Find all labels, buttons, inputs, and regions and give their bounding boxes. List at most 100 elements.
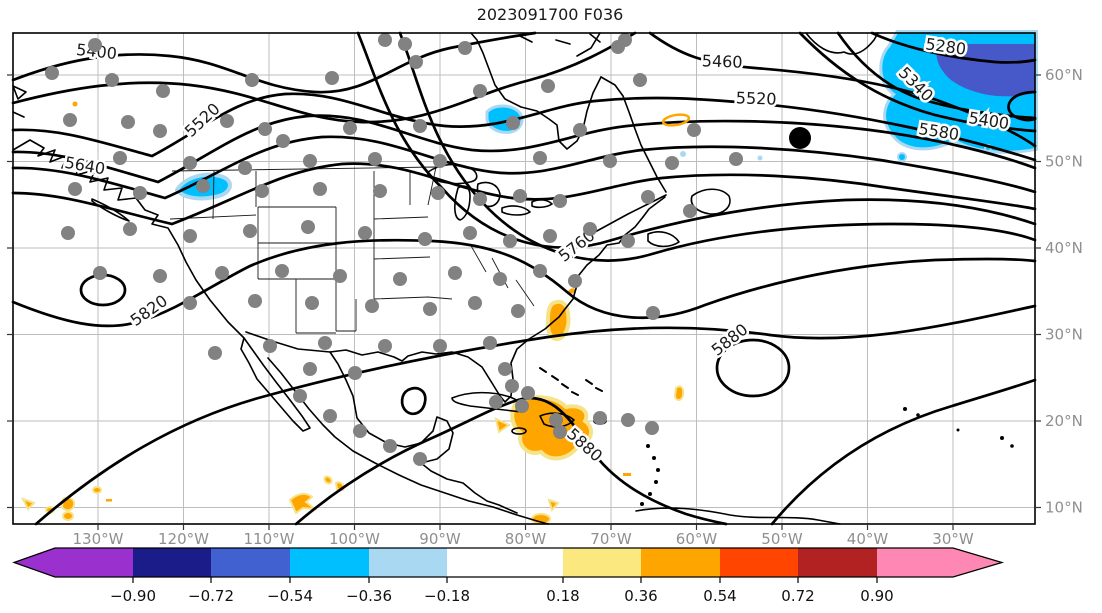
- station-dot: [513, 189, 527, 203]
- height-contours: [11, 31, 1037, 526]
- station-dot: [448, 266, 462, 280]
- station-dot: [358, 226, 372, 240]
- station-dot: [393, 272, 407, 286]
- shade-speck: [568, 288, 576, 294]
- y-tick-label: 60°N: [1045, 66, 1083, 84]
- station-dot: [325, 71, 339, 85]
- station-dot: [208, 346, 222, 360]
- contour-5880-caribbean: [294, 396, 728, 526]
- station-dot: [301, 220, 315, 234]
- station-dot: [603, 154, 617, 168]
- station-dot: [105, 73, 119, 87]
- coast-baja: [240, 337, 311, 432]
- coast-jamaica: [511, 427, 527, 435]
- station-dot: [423, 302, 437, 316]
- x-tick-label: 50°W: [761, 530, 803, 548]
- x-tick-label: 90°W: [419, 530, 461, 548]
- station-dot: [498, 362, 512, 376]
- station-dot: [383, 439, 397, 453]
- station-dot: [378, 339, 392, 353]
- arctic-islands: [519, 32, 601, 57]
- station-dot: [618, 33, 632, 47]
- islet: [1010, 444, 1014, 448]
- contour-5280: [870, 31, 1037, 64]
- station-dot: [263, 339, 277, 353]
- station-dot: [123, 222, 137, 236]
- coast-hudson-bay: [470, 32, 602, 150]
- station-dot: [45, 66, 59, 80]
- station-dot: [368, 152, 382, 166]
- station-dot: [196, 179, 210, 193]
- contour-5460-nw: [11, 31, 637, 124]
- contour-label: 5520: [736, 88, 777, 108]
- station-dot: [543, 229, 557, 243]
- colorbar-segment: [798, 548, 877, 577]
- coast-south-america: [635, 507, 841, 525]
- colorbar-segment: [290, 548, 369, 577]
- station-dot: [183, 229, 197, 243]
- station-dot: [305, 296, 319, 310]
- colorbar-tick-label: −0.18: [424, 587, 470, 605]
- y-tick-label: 10°N: [1045, 499, 1083, 517]
- station-dot: [238, 161, 252, 175]
- shaded-anomaly-patches: [20, 30, 1038, 525]
- station-dot: [515, 399, 529, 413]
- colorbar-tick-label: −0.36: [346, 587, 392, 605]
- x-tick-label: 120°W: [158, 530, 209, 548]
- station-dot: [133, 186, 147, 200]
- shade-antilles: [510, 395, 594, 461]
- station-dot: [220, 114, 234, 128]
- station-dot: [665, 156, 679, 170]
- contour-label: 5460: [702, 51, 743, 71]
- contour-5700: [11, 162, 1037, 226]
- shade-speck: [680, 151, 686, 157]
- figure-title: 2023091700 F036: [477, 5, 624, 24]
- contour-5640: [11, 135, 1037, 200]
- shade-speck: [288, 492, 319, 515]
- station-dot: [683, 204, 697, 218]
- colorbar-segment: [369, 548, 447, 577]
- islet: [956, 428, 960, 432]
- station-dot: [431, 186, 445, 200]
- shade-speck: [323, 475, 333, 485]
- map-overlays: [661, 113, 1014, 448]
- station-dot: [275, 264, 289, 278]
- y-tick-label: 20°N: [1045, 412, 1083, 430]
- contour-closed-west: [79, 273, 127, 307]
- station-dot: [303, 154, 317, 168]
- contour-5880-closed-high: [715, 338, 791, 398]
- station-dot: [483, 336, 497, 350]
- shade-speck: [72, 101, 78, 107]
- colorbar-outline: [12, 547, 1005, 578]
- x-tick-label: 30°W: [932, 530, 974, 548]
- contour-5880-north: [34, 304, 1037, 526]
- contour-label: 5520: [181, 99, 224, 141]
- station-dot: [458, 41, 472, 55]
- y-tick-label: 50°N: [1045, 153, 1083, 171]
- station-dot: [113, 151, 127, 165]
- station-dot: [68, 182, 82, 196]
- colorbar-tick-label: 0.18: [546, 587, 579, 605]
- station-dot: [583, 222, 597, 236]
- shade-speck: [92, 486, 102, 494]
- station-dot: [473, 192, 487, 206]
- x-tick-label: 60°W: [676, 530, 718, 548]
- station-dot: [61, 226, 75, 240]
- islet: [903, 407, 907, 411]
- station-dot: [489, 395, 503, 409]
- colorbar-tick-label: −0.72: [188, 587, 234, 605]
- coast-greenland: [805, 32, 879, 55]
- station-dot: [645, 421, 659, 435]
- x-tick-label: 40°W: [847, 530, 889, 548]
- x-tick-label: 80°W: [505, 530, 547, 548]
- station-dot: [687, 123, 701, 137]
- shade-speck: [494, 417, 511, 434]
- coast-hispaniola: [539, 412, 575, 428]
- station-dot: [729, 152, 743, 166]
- x-tick-label: 110°W: [244, 530, 295, 548]
- station-dot: [593, 411, 607, 425]
- colorbar-right-arrow: [953, 548, 1002, 577]
- islet: [1000, 436, 1004, 440]
- x-tick-label: 100°W: [329, 530, 380, 548]
